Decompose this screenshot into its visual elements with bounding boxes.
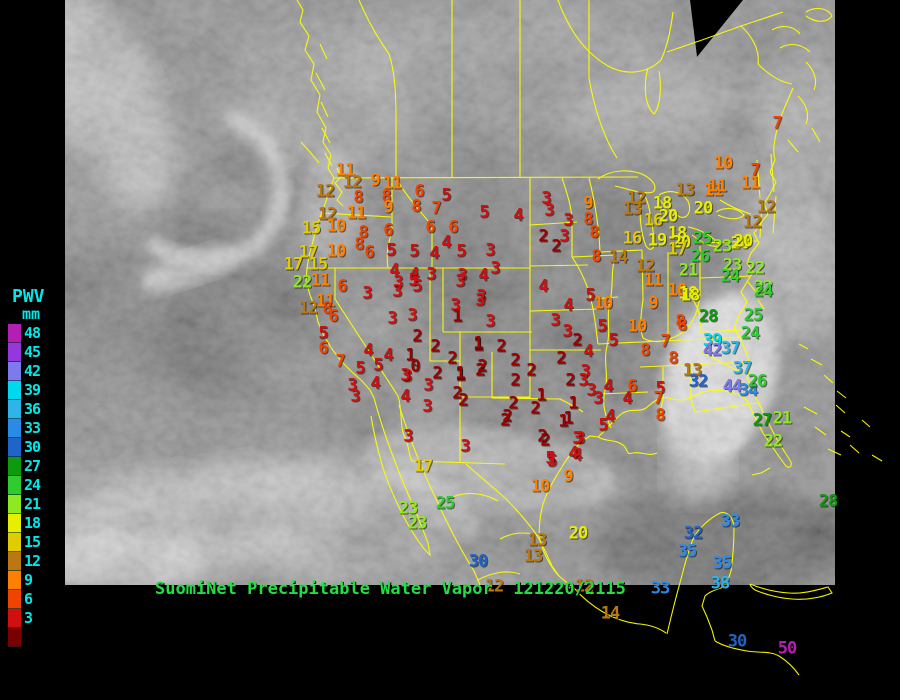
legend-label: 12	[24, 551, 41, 570]
legend-label: 39	[24, 380, 41, 399]
legend-row: 3	[4, 608, 66, 628]
legend-row: 6	[4, 589, 66, 609]
legend-row: 27	[4, 456, 66, 476]
legend-label: 33	[24, 418, 41, 437]
legend-row: 39	[4, 380, 66, 400]
legend-row: 36	[4, 399, 66, 419]
legend-label: 6	[24, 589, 33, 608]
legend-color-scale: 48 45 42 39 36 33 30 27 24 21 18 15 12 9 6 3	[4, 323, 66, 647]
legend-label: 15	[24, 532, 41, 551]
legend-swatch	[8, 570, 21, 590]
legend-swatch	[8, 456, 21, 476]
legend-unit: mm	[22, 304, 41, 323]
pwv-legend: PWV mm 48 45 42 39 36 33 30 27 24 21 18 15 12 9 6 3	[4, 286, 66, 647]
legend-row: 12	[4, 551, 66, 571]
legend-swatch	[8, 551, 21, 571]
legend-swatch	[8, 589, 21, 609]
legend-swatch	[8, 494, 21, 514]
legend-row: 42	[4, 361, 66, 381]
legend-row: 48	[4, 323, 66, 343]
legend-label: 42	[24, 361, 41, 380]
legend-row: 21	[4, 494, 66, 514]
product-timestamp: 121220/2115	[513, 579, 626, 599]
legend-swatch	[8, 608, 21, 628]
legend-label: 30	[24, 437, 41, 456]
satellite-clouds-layer	[65, 0, 835, 585]
legend-row	[4, 627, 66, 647]
legend-swatch	[8, 475, 21, 495]
legend-label: 48	[24, 323, 41, 342]
legend-swatch	[8, 437, 21, 457]
legend-swatch	[8, 627, 21, 647]
legend-row: 18	[4, 513, 66, 533]
legend-swatch	[8, 323, 21, 343]
legend-label: 24	[24, 475, 41, 494]
legend-label: 36	[24, 399, 41, 418]
legend-row: 30	[4, 437, 66, 457]
legend-row: 24	[4, 475, 66, 495]
legend-swatch	[8, 532, 21, 552]
legend-title: PWV	[12, 286, 45, 307]
legend-label: 45	[24, 342, 41, 361]
legend-label: 3	[24, 608, 33, 627]
legend-swatch	[8, 513, 21, 533]
legend-row: 9	[4, 570, 66, 590]
legend-row: 15	[4, 532, 66, 552]
legend-swatch	[8, 342, 21, 362]
legend-label: 21	[24, 494, 41, 513]
product-title: SuomiNet Precipitable Water Vapor 121220…	[155, 579, 626, 599]
legend-swatch	[8, 361, 21, 381]
legend-row: 45	[4, 342, 66, 362]
legend-swatch	[8, 380, 21, 400]
legend-swatch	[8, 418, 21, 438]
map-borders-overlay	[296, 0, 883, 676]
legend-label: 9	[24, 570, 33, 589]
legend-label: 27	[24, 456, 41, 475]
legend-label: 18	[24, 513, 41, 532]
title-gap	[493, 579, 513, 599]
legend-swatch	[8, 399, 21, 419]
legend-row: 33	[4, 418, 66, 438]
product-title-text: SuomiNet Precipitable Water Vapor	[155, 579, 493, 599]
